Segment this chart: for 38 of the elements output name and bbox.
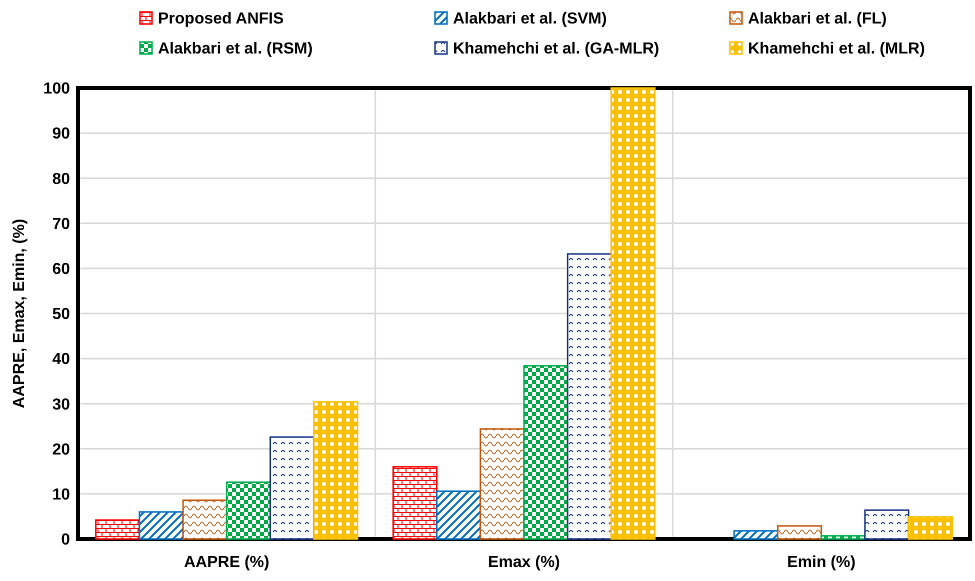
y-tick-label: 100	[43, 80, 70, 98]
y-tick-label: 80	[52, 170, 70, 188]
y-tick-label: 70	[52, 216, 70, 233]
x-tick-label: Emin (%)	[787, 554, 856, 571]
bar	[566, 253, 612, 540]
bar	[610, 87, 656, 540]
bar	[523, 365, 568, 540]
legend-label: Alakbari et al. (SVM)	[453, 10, 607, 28]
y-tick-label: 10	[52, 486, 70, 504]
bar	[313, 401, 358, 540]
bar	[270, 436, 315, 540]
legend-label: Khamehchi et al. (GA-MLR)	[453, 40, 660, 58]
bar	[776, 525, 822, 540]
bar	[908, 516, 953, 540]
y-tick-label: 40	[52, 351, 70, 368]
legend-label: Alakbari et al. (RSM)	[158, 40, 313, 58]
legend-label: Proposed ANFIS	[158, 10, 284, 28]
bar	[864, 509, 910, 540]
bar	[733, 530, 778, 540]
bar	[95, 519, 140, 540]
legend-label: Alakbari et al. (FL)	[748, 10, 887, 28]
bar	[182, 499, 228, 540]
x-tick-label: Emax (%)	[488, 554, 560, 571]
bar	[436, 490, 482, 540]
y-tick-label: 90	[52, 126, 70, 143]
bar	[226, 481, 272, 540]
bar	[138, 511, 184, 540]
legend-label: Khamehchi et al. (MLR)	[748, 40, 925, 58]
y-tick-label: 20	[52, 441, 70, 458]
bar	[820, 535, 866, 540]
y-tick-label: 30	[52, 396, 70, 414]
y-tick-label: 50	[52, 306, 70, 324]
y-axis-title: AAPRE, Emax, Emin, (%)	[11, 218, 28, 408]
bar	[392, 466, 438, 540]
x-tick-label: AAPRE (%)	[184, 554, 270, 571]
bar	[480, 428, 525, 540]
y-tick-label: 60	[52, 261, 70, 278]
y-tick-label: 0	[61, 532, 70, 549]
